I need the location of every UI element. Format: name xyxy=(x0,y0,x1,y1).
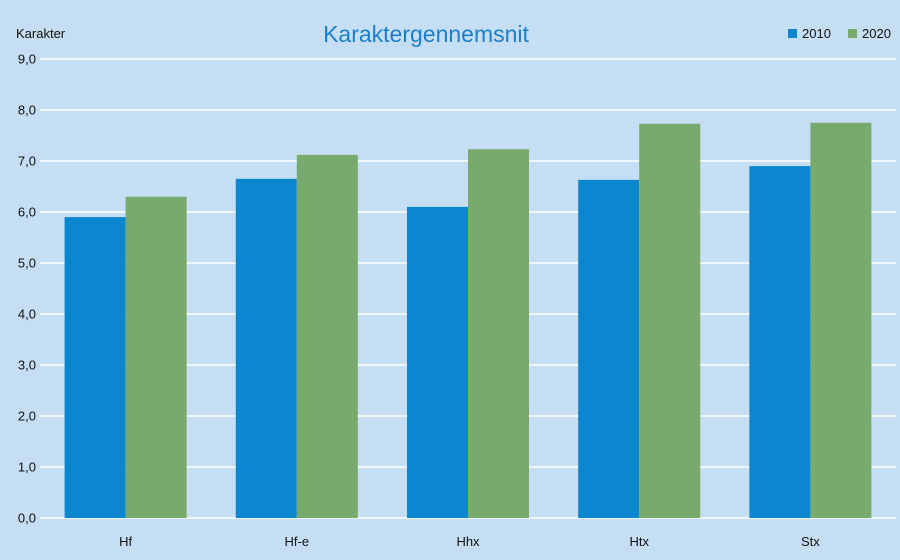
bar-2010-stx xyxy=(749,166,811,518)
bar-2010-hhx xyxy=(407,206,468,518)
y-tick-label: 4,0 xyxy=(18,307,36,322)
y-tick-label: 8,0 xyxy=(18,103,36,118)
x-tick-label: Hf-e xyxy=(285,534,310,549)
legend-label-2020: 2020 xyxy=(862,26,891,41)
y-tick-label: 9,0 xyxy=(18,52,36,67)
legend-swatch-2020 xyxy=(848,29,857,38)
legend-swatch-2010 xyxy=(788,29,797,38)
bar-2020-stx xyxy=(810,122,872,518)
y-tick-label: 2,0 xyxy=(18,409,36,424)
chart-title: Karaktergennemsnit xyxy=(323,21,529,47)
x-tick-label: Stx xyxy=(801,534,820,549)
legend-label-2010: 2010 xyxy=(802,26,831,41)
y-tick-label: 7,0 xyxy=(18,154,36,169)
bar-2020-hf-e xyxy=(296,154,358,518)
bars xyxy=(64,122,872,519)
y-axis: 0,0 1,0 2,0 3,0 4,0 5,0 6,0 7,0 8,0 9,0 xyxy=(18,52,36,526)
y-tick-label: 3,0 xyxy=(18,358,36,373)
legend: 2010 2020 xyxy=(788,26,891,41)
x-tick-label: Hhx xyxy=(456,534,480,549)
bar-2020-hhx xyxy=(468,149,529,518)
bar-2010-hf-e xyxy=(235,178,297,518)
y-tick-label: 6,0 xyxy=(18,205,36,220)
bar-2010-hf xyxy=(64,217,126,518)
x-axis: Hf Hf-e Hhx Htx Stx xyxy=(119,534,820,549)
y-tick-label: 1,0 xyxy=(18,460,36,475)
x-tick-label: Hf xyxy=(119,534,132,549)
x-tick-label: Htx xyxy=(629,534,649,549)
y-axis-label: Karakter xyxy=(16,26,66,41)
y-tick-label: 5,0 xyxy=(18,256,36,271)
bar-2020-hf xyxy=(125,196,187,518)
bar-2010-htx xyxy=(578,179,640,518)
y-tick-label: 0,0 xyxy=(18,511,36,526)
bar-2020-htx xyxy=(639,123,701,519)
